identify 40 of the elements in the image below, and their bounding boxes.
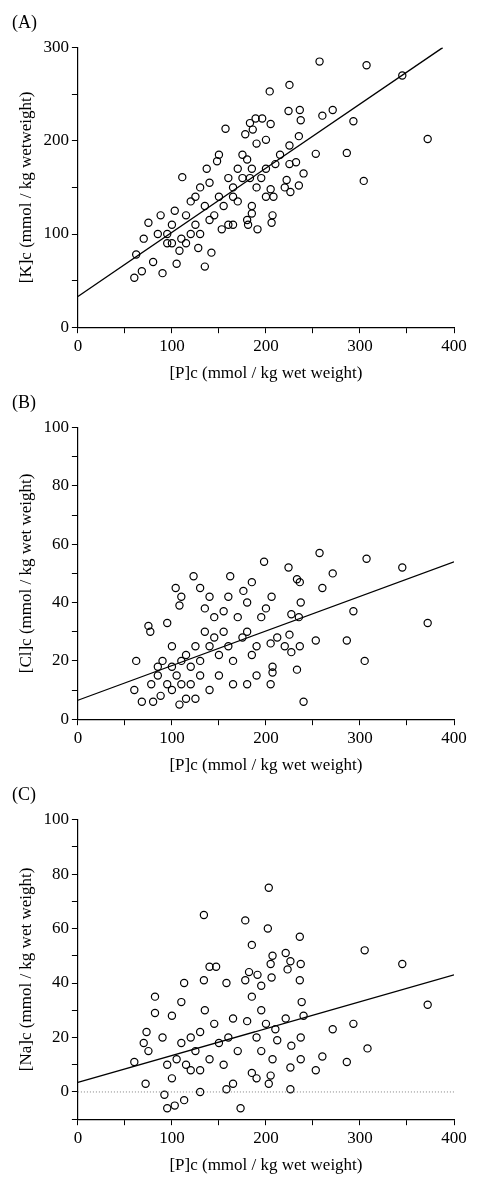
x-axis-title: [P]c (mmol / kg wet weight)	[169, 1155, 363, 1175]
x-tick-label: 300	[347, 335, 373, 355]
x-tick-label: 100	[159, 727, 185, 747]
y-tick-label: 80	[51, 475, 69, 495]
x-tick-label: 0	[73, 335, 83, 355]
x-tick-label: 0	[73, 1127, 83, 1147]
y-tick-label: 60	[51, 918, 69, 938]
x-tick-label: 300	[347, 1127, 373, 1147]
x-tick-label: 300	[347, 727, 373, 747]
y-tick-label: 100	[43, 809, 69, 829]
x-tick-label: 400	[441, 1127, 467, 1147]
y-tick-label: 300	[43, 37, 69, 57]
y-tick-label: 60	[51, 533, 69, 553]
y-tick-label: 20	[51, 1026, 69, 1046]
chart-title: (C)	[12, 783, 36, 805]
x-tick-label: 0	[73, 727, 83, 747]
x-tick-label: 400	[441, 335, 467, 355]
y-tick-label: 0	[60, 316, 69, 336]
y-axis-title: [Cl]c (mmol / kg wet weight)	[15, 473, 35, 674]
x-tick-label: 200	[253, 1127, 279, 1147]
x-tick-label: 200	[253, 727, 279, 747]
y-tick-label: 0	[60, 708, 69, 728]
y-tick-label: 40	[51, 972, 69, 992]
x-tick-label: 100	[159, 335, 185, 355]
x-axis-title: [P]c (mmol / kg wet weight)	[169, 363, 363, 383]
y-tick-label: 200	[43, 130, 69, 150]
y-tick-label: 20	[51, 650, 69, 670]
x-tick-label: 400	[441, 727, 467, 747]
y-tick-label: 40	[51, 592, 69, 612]
chart-title: (B)	[12, 391, 36, 413]
y-tick-label: 80	[51, 863, 69, 883]
y-tick-label: 100	[43, 417, 69, 437]
chart-title: (A)	[12, 11, 37, 33]
y-tick-label: 100	[43, 223, 69, 243]
x-tick-label: 200	[253, 335, 279, 355]
x-axis-title: [P]c (mmol / kg wet weight)	[169, 755, 363, 775]
y-axis-title: [K]c (mmol / kg wetweight)	[15, 91, 35, 284]
x-tick-label: 100	[159, 1127, 185, 1147]
y-axis-title: [Na]c (mmol / kg wet weight)	[15, 867, 35, 1072]
y-tick-label: 0	[60, 1081, 69, 1101]
